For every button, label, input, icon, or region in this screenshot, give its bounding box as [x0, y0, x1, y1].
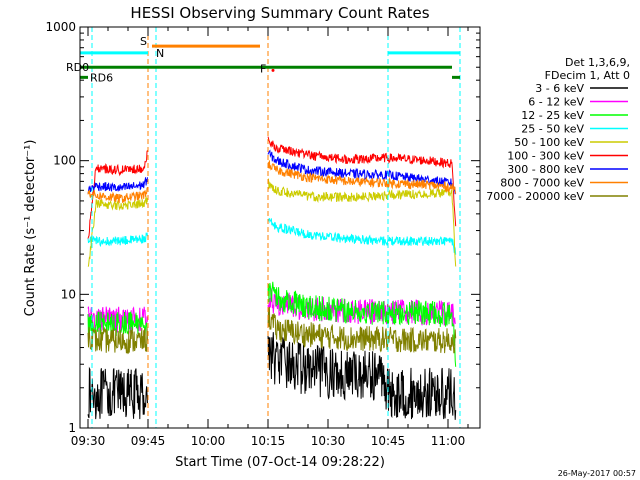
series-line — [87, 178, 457, 267]
x-tick-label: 09:30 — [71, 434, 106, 448]
x-tick-label: 10:45 — [371, 434, 406, 448]
y-axis-label: Count Rate (s⁻¹ detector⁻¹) — [23, 140, 38, 317]
legend-label: 12 - 25 keV — [521, 109, 584, 122]
legend-label: 300 - 800 keV — [507, 163, 584, 176]
series-line — [87, 160, 457, 204]
y-tick-label: 10 — [61, 287, 76, 301]
series-line — [87, 136, 457, 239]
legend-label: 7000 - 20000 keV — [486, 190, 584, 203]
flare-marker-label: F — [260, 62, 266, 75]
legend-label: 3 - 6 keV — [535, 82, 584, 95]
legend-label: 25 - 50 keV — [521, 123, 584, 136]
bar-label-n: N — [156, 47, 164, 60]
x-tick-label: 10:15 — [251, 434, 286, 448]
bar-label-rd6: RD6 — [90, 71, 113, 84]
x-tick-label: 10:30 — [311, 434, 346, 448]
series-line — [87, 306, 457, 355]
data-layer — [87, 136, 457, 420]
series-line — [87, 217, 457, 255]
bar-label-s: S — [140, 35, 147, 48]
axes-layer: 09:30 09:45 10:00 10:15 10:30 10:45 11:00 1 10 10… — [45, 20, 480, 448]
x-tick-label: 11:00 — [431, 434, 466, 448]
legend-header-line-2: FDecim 1, Att 0 — [545, 69, 630, 82]
series-line — [87, 332, 457, 420]
legend-label: 6 - 12 keV — [528, 96, 584, 109]
chart-title: HESSI Observing Summary Count Rates — [130, 4, 429, 22]
bar-label-rd0: RD0 — [66, 61, 89, 74]
y-tick-label: 1000 — [45, 20, 76, 34]
legend-label: 800 - 7000 keV — [500, 177, 584, 190]
series-line — [87, 281, 457, 367]
legend-label: 100 - 300 keV — [507, 150, 584, 163]
x-axis-label: Start Time (07-Oct-14 09:28:22) — [175, 455, 385, 470]
y-tick-label: 100 — [53, 154, 76, 168]
x-tick-label: 10:00 — [191, 434, 226, 448]
legend-label: 50 - 100 keV — [514, 136, 584, 149]
x-tick-label: 09:45 — [131, 434, 166, 448]
legend-header-line-1: Det 1,3,6,9, — [565, 56, 630, 69]
plot-frame — [79, 26, 481, 429]
timestamp: 26-May-2017 00:57 — [558, 469, 636, 478]
flare-marker-dot — [271, 68, 275, 72]
y-tick-label: 1 — [68, 421, 76, 435]
